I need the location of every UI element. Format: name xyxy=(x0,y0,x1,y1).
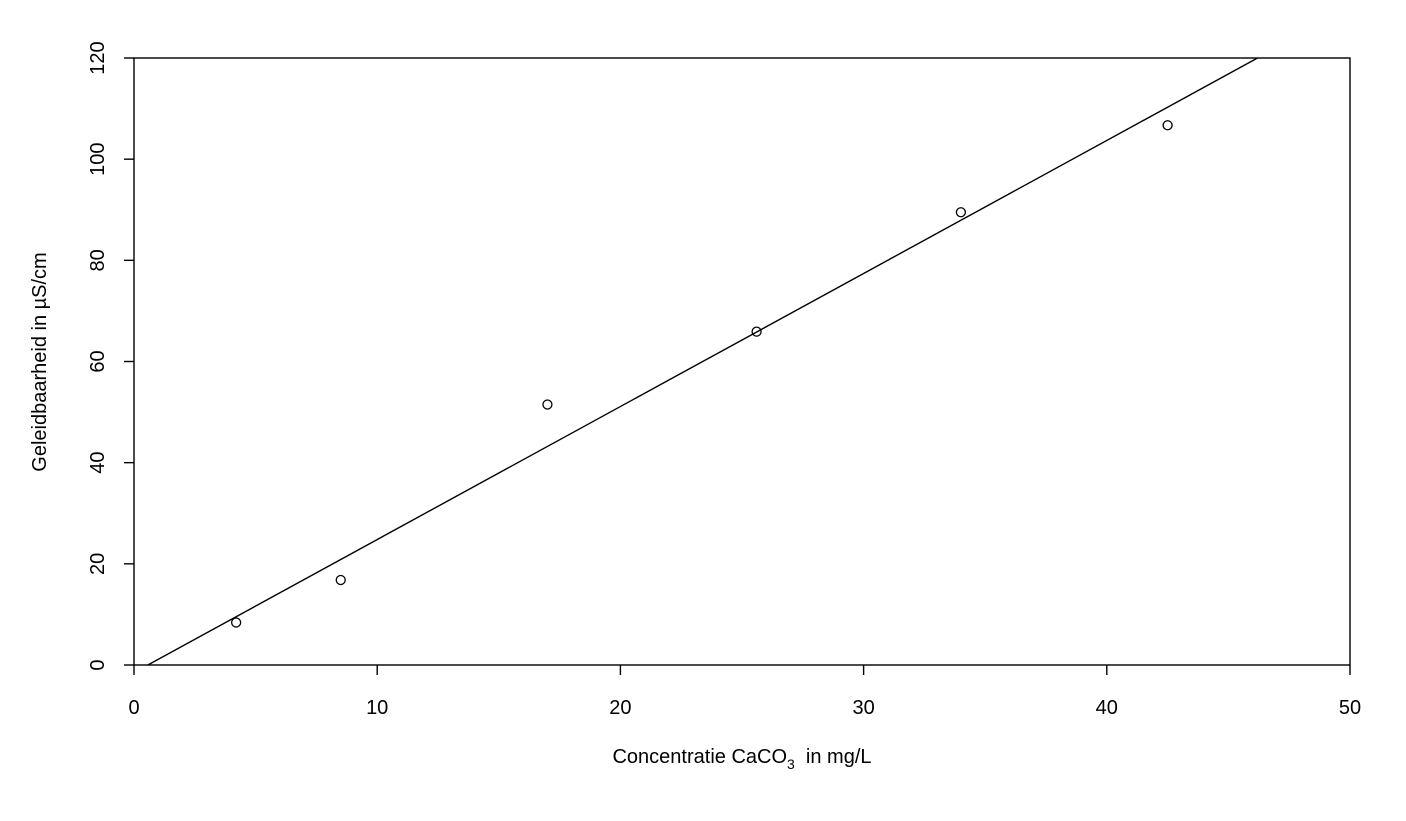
x-axis-label-subscript: 3 xyxy=(787,756,795,772)
data-point xyxy=(230,617,242,628)
y-tick-label: 100 xyxy=(87,142,109,175)
y-tick-label: 40 xyxy=(87,452,109,474)
data-point xyxy=(955,207,967,218)
fit-line-layer xyxy=(147,57,1258,666)
fit-line xyxy=(147,57,1258,666)
x-tick-label: 0 xyxy=(128,697,139,719)
data-point xyxy=(335,574,346,586)
y-tick-label: 120 xyxy=(87,41,109,74)
y-tick-label: 0 xyxy=(87,659,109,670)
x-axis: 0 10 20 30 40 50 xyxy=(128,665,1361,719)
x-tick-label: 50 xyxy=(1339,697,1361,719)
x-tick-label: 10 xyxy=(366,697,388,719)
x-tick-label: 30 xyxy=(852,697,874,719)
data-point xyxy=(751,326,762,337)
y-tick-label: 20 xyxy=(87,553,109,575)
data-point xyxy=(542,399,553,410)
x-axis-label-units: in mg/L xyxy=(795,746,872,768)
data-point xyxy=(1162,120,1173,131)
y-axis: 0 20 40 60 80 100 120 xyxy=(87,41,134,671)
y-tick-label: 80 xyxy=(87,249,109,271)
x-axis-label: Concentratie CaCO3 in mg/L xyxy=(612,746,871,772)
y-axis-label: Geleidbaarheid in µS/cm xyxy=(29,252,51,471)
y-tick-label: 60 xyxy=(87,350,109,372)
x-tick-label: 40 xyxy=(1096,697,1118,719)
plot-frame xyxy=(133,57,1351,666)
x-tick-label: 20 xyxy=(609,697,631,719)
data-points xyxy=(230,120,1173,628)
x-axis-label-main: Concentratie CaCO xyxy=(612,746,787,768)
